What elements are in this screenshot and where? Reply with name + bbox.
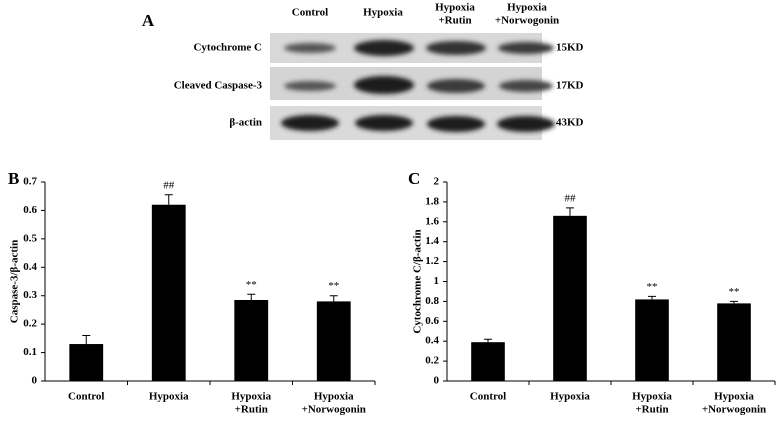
y-tick-label: 0.4 [23, 261, 37, 273]
y-tick-label: 0 [434, 375, 440, 387]
column-header: Hypoxia [363, 7, 403, 19]
x-tick-label: Hypoxia [632, 391, 672, 403]
y-tick-label: 0.4 [425, 335, 439, 347]
y-tick-label: 0.3 [23, 289, 37, 301]
y-tick-label: 0.8 [425, 295, 439, 307]
error-bar [82, 335, 91, 345]
x-tick-label: Hypoxia [714, 391, 754, 403]
panel-label: C [408, 169, 420, 188]
y-tick-label: 0.5 [23, 232, 37, 244]
y-tick-label: 2 [434, 176, 440, 188]
size-label: 43KD [556, 117, 584, 129]
bar [69, 344, 104, 381]
bar [234, 299, 269, 381]
x-tick-label: Hypoxia [149, 391, 189, 403]
error-bar [329, 295, 338, 302]
error-bar [484, 338, 492, 343]
y-tick-label: 1.6 [425, 215, 439, 227]
x-tick-label: +Norwogonin [702, 404, 766, 416]
bar [717, 303, 751, 381]
y-tick-label: 1.4 [425, 235, 439, 247]
x-tick-label: +Rutin [635, 404, 668, 416]
x-tick-label: Hypoxia [314, 391, 354, 403]
error-bar [566, 207, 574, 216]
y-tick-label: 0.2 [425, 355, 439, 367]
significance-label: ** [647, 281, 658, 293]
x-tick-label: Hypoxia [550, 391, 590, 403]
error-bar [164, 194, 173, 205]
y-tick-label: 1.2 [425, 255, 439, 267]
bar [471, 342, 505, 381]
bar [151, 204, 186, 381]
column-header: Hypoxia [507, 2, 547, 14]
y-tick-label: 0.1 [23, 346, 37, 358]
blot-bands [281, 40, 555, 132]
significance-label: ** [328, 280, 339, 292]
column-header: +Rutin [438, 15, 471, 27]
bar [553, 215, 587, 381]
panel-label: A [142, 11, 155, 30]
x-tick-label: Control [68, 391, 104, 403]
column-header: Control [292, 7, 328, 19]
error-bar [247, 293, 256, 300]
y-tick-label: 0 [32, 375, 38, 387]
size-label: 17KD [556, 80, 584, 92]
significance-label: ## [565, 192, 577, 204]
x-tick-label: +Rutin [235, 404, 268, 416]
bar [635, 299, 669, 381]
x-tick-label: Control [470, 391, 506, 403]
panel-a: A Control Hypoxia Hypoxia +Rutin Hypoxia… [142, 2, 584, 140]
x-tick-label: Hypoxia [231, 391, 271, 403]
x-tick-label: +Norwogonin [302, 404, 366, 416]
bar [316, 301, 351, 381]
column-header: Hypoxia [435, 2, 475, 14]
y-tick-label: 0.6 [23, 204, 37, 216]
significance-label: ** [729, 286, 740, 298]
significance-label: ** [246, 279, 257, 291]
error-bar [730, 300, 738, 304]
error-bar [648, 295, 656, 300]
row-label: Cleaved Caspase-3 [174, 80, 263, 92]
y-tick-label: 0.2 [23, 318, 37, 330]
panel-label: B [8, 169, 19, 188]
y-axis-label: Caspase-3/β-actin [9, 240, 21, 323]
column-header: +Norwogonin [495, 15, 559, 27]
significance-label: ## [163, 179, 175, 191]
size-label: 15KD [556, 42, 584, 54]
y-axis-label: Cytochrome C/β-actin [412, 229, 424, 333]
y-tick-label: 0.6 [425, 315, 439, 327]
row-label: Cytochrome C [193, 42, 262, 54]
y-tick-label: 1 [434, 275, 440, 287]
y-tick-label: 0.7 [23, 176, 37, 188]
y-tick-label: 1.8 [425, 195, 439, 207]
row-label: β-actin [229, 117, 262, 129]
